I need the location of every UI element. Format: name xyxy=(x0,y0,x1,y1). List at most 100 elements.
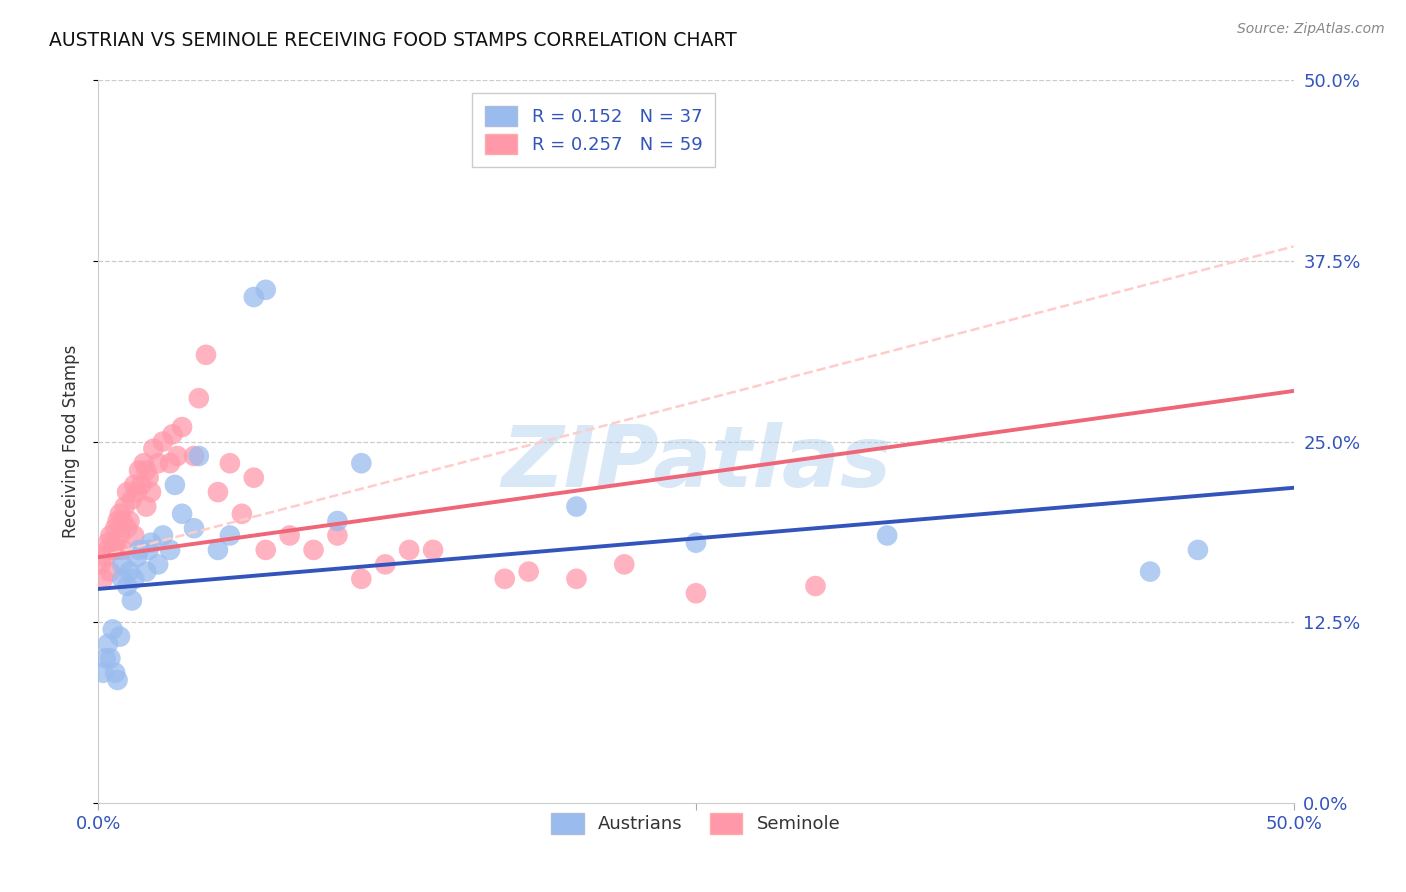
Point xyxy=(114,500,136,514)
Point xyxy=(159,456,181,470)
Point xyxy=(128,463,150,477)
Point xyxy=(302,542,325,557)
Point xyxy=(125,485,148,500)
Point xyxy=(187,449,209,463)
Point xyxy=(121,492,143,507)
Point xyxy=(159,542,181,557)
Point xyxy=(326,514,349,528)
Point xyxy=(115,579,138,593)
Point xyxy=(107,673,129,687)
Point xyxy=(685,586,707,600)
Point xyxy=(187,391,209,405)
Point xyxy=(517,565,540,579)
Text: AUSTRIAN VS SEMINOLE RECEIVING FOOD STAMPS CORRELATION CHART: AUSTRIAN VS SEMINOLE RECEIVING FOOD STAM… xyxy=(49,31,737,50)
Text: Source: ZipAtlas.com: Source: ZipAtlas.com xyxy=(1237,22,1385,37)
Point xyxy=(111,558,134,572)
Point xyxy=(135,463,157,477)
Point xyxy=(111,542,134,557)
Point xyxy=(135,565,157,579)
Point xyxy=(90,558,112,572)
Y-axis label: Receiving Food Stamps: Receiving Food Stamps xyxy=(62,345,80,538)
Point xyxy=(101,542,124,557)
Point xyxy=(91,572,114,586)
Point xyxy=(94,651,117,665)
Point xyxy=(183,449,205,463)
Point xyxy=(565,500,588,514)
Point xyxy=(138,542,160,557)
Point xyxy=(163,478,186,492)
Point xyxy=(108,630,131,644)
Point xyxy=(231,507,253,521)
Point xyxy=(115,485,138,500)
Point xyxy=(148,558,170,572)
Point xyxy=(107,542,129,557)
Text: ZIPatlas: ZIPatlas xyxy=(501,422,891,505)
Point xyxy=(94,550,117,565)
Point xyxy=(350,456,373,470)
Point xyxy=(101,623,124,637)
Point xyxy=(326,528,349,542)
Point xyxy=(104,665,127,680)
Point xyxy=(195,348,218,362)
Point xyxy=(128,542,150,557)
Point xyxy=(804,579,827,593)
Point xyxy=(104,521,127,535)
Point xyxy=(125,550,148,565)
Point xyxy=(98,528,122,542)
Point xyxy=(108,528,131,542)
Point xyxy=(142,442,165,456)
Legend: Austrians, Seminole: Austrians, Seminole xyxy=(544,805,848,841)
Point xyxy=(494,572,516,586)
Point xyxy=(118,514,141,528)
Point xyxy=(98,651,122,665)
Point xyxy=(243,470,266,484)
Point xyxy=(172,507,194,521)
Point xyxy=(139,485,162,500)
Point xyxy=(124,572,146,586)
Point xyxy=(91,665,114,680)
Point xyxy=(166,449,188,463)
Point xyxy=(613,558,636,572)
Point xyxy=(108,507,131,521)
Point xyxy=(565,572,588,586)
Point xyxy=(97,542,120,557)
Point xyxy=(1139,565,1161,579)
Point xyxy=(219,456,242,470)
Point xyxy=(422,542,444,557)
Point xyxy=(243,290,266,304)
Point xyxy=(139,535,162,549)
Point xyxy=(219,528,242,542)
Point xyxy=(685,535,707,549)
Point xyxy=(350,572,373,586)
Point xyxy=(124,528,146,542)
Point xyxy=(124,478,146,492)
Point xyxy=(111,514,134,528)
Point xyxy=(162,427,184,442)
Point xyxy=(1187,542,1209,557)
Point xyxy=(398,542,420,557)
Point xyxy=(138,470,160,484)
Point xyxy=(152,434,174,449)
Point xyxy=(374,558,396,572)
Point xyxy=(152,528,174,542)
Point xyxy=(148,456,170,470)
Point xyxy=(115,521,138,535)
Point xyxy=(121,593,143,607)
Point xyxy=(207,485,229,500)
Point xyxy=(183,521,205,535)
Point xyxy=(254,283,277,297)
Point xyxy=(254,542,277,557)
Point xyxy=(207,542,229,557)
Point xyxy=(876,528,898,542)
Point xyxy=(97,535,120,549)
Point xyxy=(98,565,122,579)
Point xyxy=(104,535,127,549)
Point xyxy=(172,420,194,434)
Point xyxy=(135,500,157,514)
Point xyxy=(278,528,301,542)
Point xyxy=(132,456,155,470)
Point xyxy=(97,637,120,651)
Point xyxy=(107,514,129,528)
Point xyxy=(111,572,134,586)
Point xyxy=(131,478,153,492)
